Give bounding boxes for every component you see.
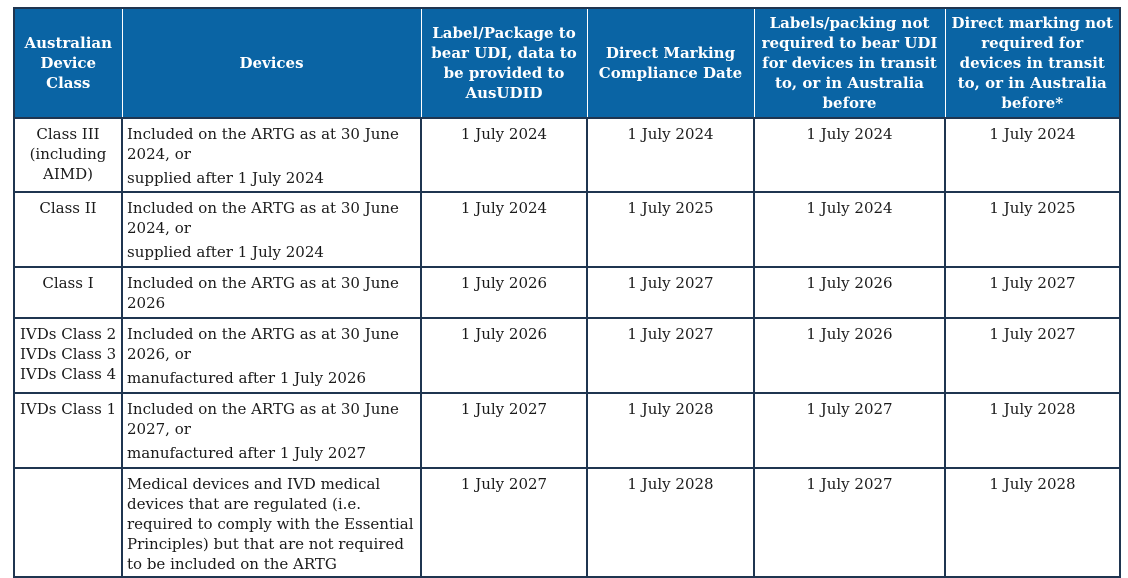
table-row: Class II Included on the ARTG as at 30 J… [13, 191, 1121, 268]
table-row: IVDs Class 1 Included on the ARTG as at … [13, 392, 1121, 469]
devices-cell: Included on the ARTG as at 30 June 2024,… [121, 191, 422, 268]
device-class-line: IVDs Class 3 [20, 345, 117, 363]
header-row: Australian Device Class Devices Label/Pa… [14, 8, 1120, 119]
device-class-cell [13, 467, 123, 578]
devices-main-text: Included on the ARTG as at 30 June 2026,… [127, 325, 399, 363]
device-class-cell: IVDs Class 1 [13, 392, 123, 469]
devices-cell: Included on the ARTG as at 30 June 2026,… [121, 317, 422, 394]
device-class-cell: IVDs Class 2 IVDs Class 3 IVDs Class 4 [13, 317, 123, 394]
devices-main-text: Included on the ARTG as at 30 June 2027,… [127, 400, 399, 438]
device-class-line: IVDs Class 2 [20, 325, 117, 343]
header-devices: Devices [121, 8, 422, 119]
devices-cell: Included on the ARTG as at 30 June 2027,… [121, 392, 422, 469]
device-class-cell: Class I [13, 266, 123, 319]
label-date-cell: 1 July 2026 [420, 266, 588, 319]
marking-date-cell: 1 July 2027 [586, 317, 755, 394]
device-class-line: Class II [39, 199, 97, 217]
devices-cell: Medical devices and IVD medical devices … [121, 467, 422, 578]
label-date-cell: 1 July 2027 [420, 467, 588, 578]
devices-extra-text: supplied after 1 July 2024 [127, 243, 324, 261]
transit-label-cell: 1 July 2027 [753, 392, 946, 469]
device-class-line: (including [29, 145, 107, 163]
device-class-line: Class I [42, 274, 94, 292]
devices-main-text: Medical devices and IVD medical devices … [127, 475, 414, 573]
transit-marking-cell: 1 July 2028 [944, 467, 1121, 578]
devices-extra-text: manufactured after 1 July 2026 [127, 369, 367, 387]
devices-extra-text: manufactured after 1 July 2027 [127, 444, 367, 462]
table-row: IVDs Class 2 IVDs Class 3 IVDs Class 4 I… [13, 317, 1121, 394]
label-date-cell: 1 July 2024 [420, 191, 588, 268]
marking-date-cell: 1 July 2028 [586, 392, 755, 469]
table-row: Class I Included on the ARTG as at 30 Ju… [13, 266, 1121, 319]
transit-marking-cell: 1 July 2024 [944, 117, 1121, 193]
transit-marking-cell: 1 July 2027 [944, 317, 1121, 394]
devices-cell: Included on the ARTG as at 30 June 2026 [121, 266, 422, 319]
devices-main-text: Included on the ARTG as at 30 June 2026 [127, 274, 399, 312]
device-class-line: IVDs Class 1 [20, 400, 117, 418]
transit-marking-cell: 1 July 2027 [944, 266, 1121, 319]
header-marking-date: Direct Marking Compliance Date [586, 8, 755, 119]
transit-label-cell: 1 July 2027 [753, 467, 946, 578]
header-device-class: Australian Device Class [14, 8, 123, 119]
device-class-cell: Class III (including AIMD) [13, 117, 123, 193]
devices-main-text: Included on the ARTG as at 30 June 2024,… [127, 125, 399, 163]
devices-extra-text: supplied after 1 July 2024 [127, 169, 324, 187]
device-class-line: AIMD) [43, 165, 93, 183]
transit-label-cell: 1 July 2024 [753, 117, 946, 193]
udi-compliance-table: Australian Device Class Devices Label/Pa… [13, 7, 1121, 578]
device-class-line: IVDs Class 4 [20, 365, 117, 383]
device-class-cell: Class II [13, 191, 123, 268]
table-row: Class III (including AIMD) Included on t… [13, 117, 1121, 193]
marking-date-cell: 1 July 2028 [586, 467, 755, 578]
marking-date-cell: 1 July 2024 [586, 117, 755, 193]
label-date-cell: 1 July 2027 [420, 392, 588, 469]
marking-date-cell: 1 July 2025 [586, 191, 755, 268]
device-class-line: Class III [36, 125, 100, 143]
label-date-cell: 1 July 2024 [420, 117, 588, 193]
header-transit-label: Labels/packing not required to bear UDI … [753, 8, 946, 119]
transit-marking-cell: 1 July 2028 [944, 392, 1121, 469]
table-row: Medical devices and IVD medical devices … [13, 467, 1121, 578]
devices-cell: Included on the ARTG as at 30 June 2024,… [121, 117, 422, 193]
transit-label-cell: 1 July 2026 [753, 317, 946, 394]
header-transit-marking: Direct marking not required for devices … [944, 8, 1120, 119]
header-label-date: Label/Package to bear UDI, data to be pr… [420, 8, 588, 119]
label-date-cell: 1 July 2026 [420, 317, 588, 394]
transit-marking-cell: 1 July 2025 [944, 191, 1121, 268]
marking-date-cell: 1 July 2027 [586, 266, 755, 319]
devices-main-text: Included on the ARTG as at 30 June 2024,… [127, 199, 399, 237]
transit-label-cell: 1 July 2024 [753, 191, 946, 268]
transit-label-cell: 1 July 2026 [753, 266, 946, 319]
